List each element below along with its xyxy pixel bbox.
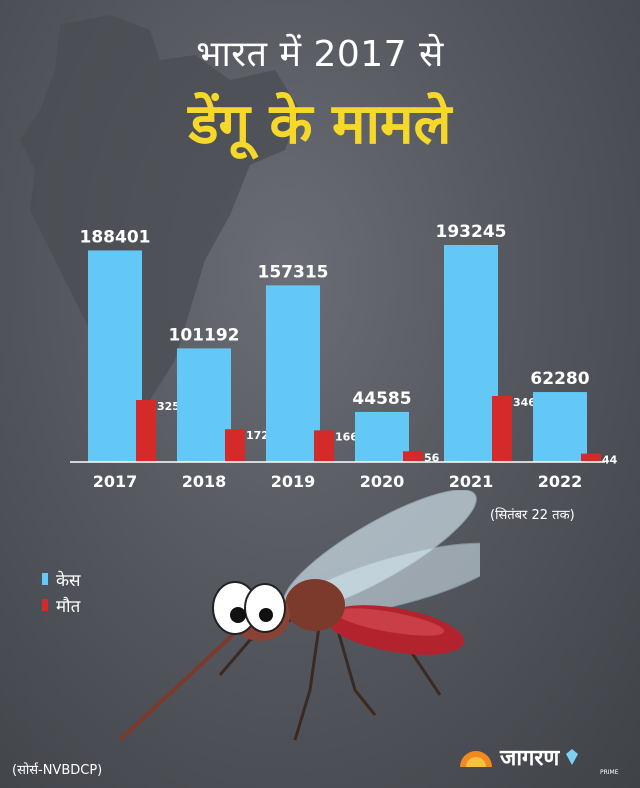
tick-label-2020: 2020 — [360, 472, 405, 491]
label-deaths-2019: 166 — [335, 430, 358, 443]
legend: केस मौत — [42, 566, 81, 618]
legend-swatch-cases — [42, 573, 48, 585]
chart-title-line1: भारत में 2017 से — [196, 34, 444, 75]
diamond-icon — [566, 749, 579, 765]
chart-title-line2: डेंगू के मामले — [188, 92, 452, 157]
tick-label-2021: 2021 — [449, 472, 494, 491]
label-deaths-2020: 56 — [424, 451, 440, 464]
label-cases-2020: 44585 — [352, 389, 411, 409]
tick-label-2017: 2017 — [93, 472, 138, 491]
label-deaths-2018: 172 — [246, 429, 269, 442]
note-until-september: (सितंबर 22 तक) — [490, 508, 575, 523]
bar-cases-2021 — [444, 245, 498, 462]
legend-item-cases: केस — [42, 566, 81, 592]
brand-logo: जागरण PRIME — [458, 742, 619, 776]
legend-swatch-deaths — [42, 599, 48, 611]
bar-deaths-2021 — [492, 396, 512, 462]
bar-cases-2018 — [177, 348, 231, 462]
legend-item-deaths: मौत — [42, 592, 81, 618]
bar-deaths-2018 — [225, 429, 245, 462]
bar-deaths-2022 — [581, 453, 601, 462]
label-deaths-2022: 44 — [602, 454, 618, 467]
source-text: (सोर्स-NVBDCP) — [12, 763, 103, 778]
label-cases-2022: 62280 — [530, 369, 589, 389]
tick-label-2022: 2022 — [538, 472, 583, 491]
label-cases-2019: 157315 — [258, 262, 329, 282]
tick-label-2019: 2019 — [271, 472, 316, 491]
bar-deaths-2017 — [136, 400, 156, 462]
mosquito-illustration — [120, 490, 480, 742]
tick-label-2018: 2018 — [182, 472, 227, 491]
legend-label-cases: केस — [56, 570, 81, 591]
label-deaths-2021: 346 — [513, 396, 536, 409]
bar-deaths-2020 — [403, 451, 423, 462]
label-cases-2017: 188401 — [80, 227, 151, 247]
label-deaths-2017: 325 — [157, 400, 180, 413]
legend-label-deaths: मौत — [56, 596, 81, 617]
label-cases-2021: 193245 — [436, 222, 507, 242]
label-cases-2018: 101192 — [169, 325, 240, 345]
bar-chart: 188401 325 2017 101192 172 2018 157315 166 2019 4… — [80, 222, 618, 491]
bar-deaths-2019 — [314, 430, 334, 462]
bar-cases-2019 — [266, 285, 320, 462]
bar-cases-2020 — [355, 411, 409, 462]
brand-name: जागरण — [500, 746, 560, 771]
sunrise-icon — [460, 751, 492, 767]
bar-cases-2022 — [533, 392, 587, 462]
bar-cases-2017 — [88, 250, 142, 462]
brand-sub: PRIME — [600, 769, 619, 776]
